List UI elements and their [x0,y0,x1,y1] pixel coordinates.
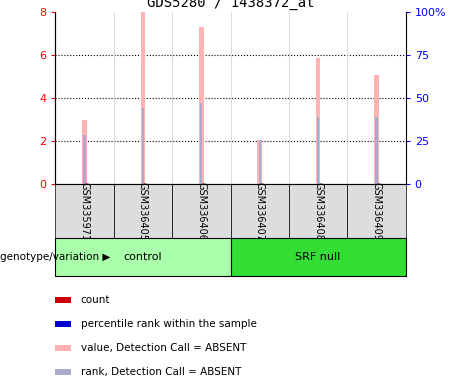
Bar [230,184,289,238]
Text: count: count [81,295,110,305]
Bar [55,369,71,375]
Bar [55,321,71,327]
Bar [259,140,261,184]
Bar [82,119,87,184]
Bar [316,58,320,184]
Bar [55,297,71,303]
Bar [55,345,71,351]
Text: GSM336409: GSM336409 [372,182,382,241]
Text: value, Detection Call = ABSENT: value, Detection Call = ABSENT [81,343,246,353]
Bar [230,238,406,276]
Bar [317,118,319,184]
Text: GSM336407: GSM336407 [254,182,265,241]
Text: GSM335971: GSM335971 [79,182,89,241]
Bar [172,184,230,238]
Bar [257,140,262,184]
Bar [199,26,204,184]
Text: GSM336405: GSM336405 [138,182,148,241]
Bar [83,135,86,184]
Text: control: control [124,252,162,262]
Text: SRF null: SRF null [296,252,341,262]
Bar [55,184,114,238]
Text: percentile rank within the sample: percentile rank within the sample [81,319,257,329]
Bar [375,118,378,184]
Bar [141,12,145,184]
Bar [114,184,172,238]
Bar [55,238,230,276]
Text: GSM336408: GSM336408 [313,182,323,241]
Bar [347,184,406,238]
Text: rank, Detection Call = ABSENT: rank, Detection Call = ABSENT [81,367,241,377]
Title: GDS5280 / 1438372_at: GDS5280 / 1438372_at [147,0,314,10]
Bar [289,184,347,238]
Bar [200,103,202,184]
Text: GSM336406: GSM336406 [196,182,207,241]
Bar [142,108,144,184]
Text: genotype/variation ▶: genotype/variation ▶ [0,252,110,262]
Bar [374,75,379,184]
